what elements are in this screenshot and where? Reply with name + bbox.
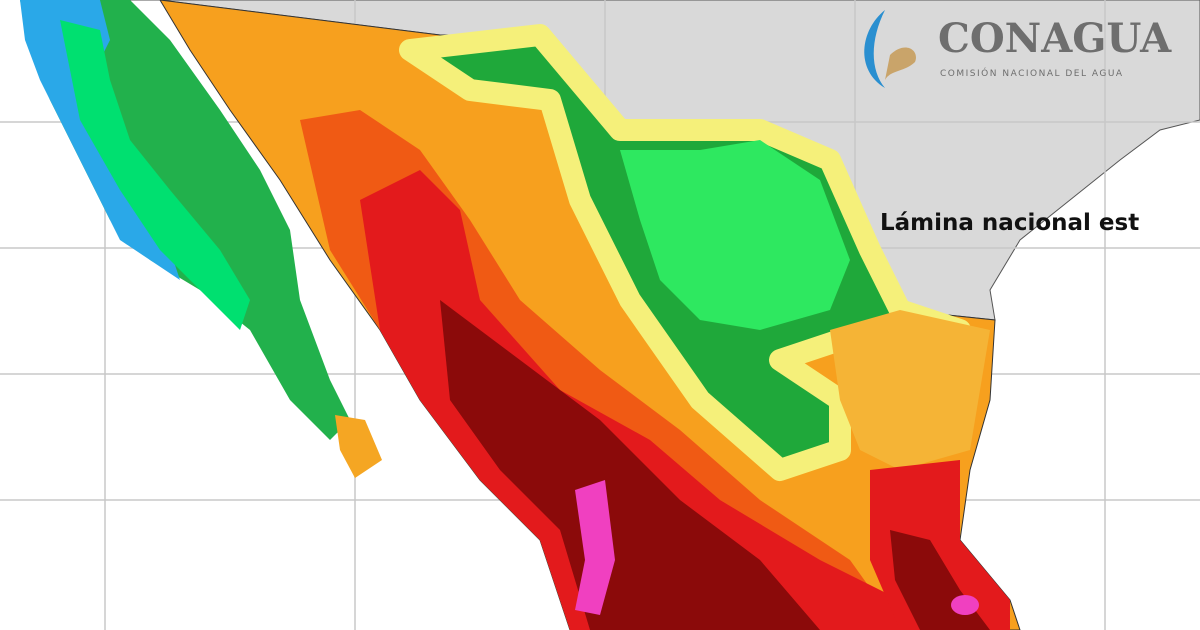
- region: [335, 415, 382, 478]
- region: [60, 20, 250, 330]
- region: [830, 310, 990, 470]
- logo-icon: [864, 10, 885, 88]
- region: [951, 595, 979, 615]
- region: [575, 480, 615, 615]
- logo-name: CONAGUA: [938, 15, 1172, 62]
- mainland: [159, 0, 1021, 630]
- logo-icon: [885, 47, 916, 80]
- caption: Lámina nacional est: [880, 210, 1139, 236]
- region: [440, 300, 820, 630]
- logo-subtitle: COMISIÓN NACIONAL DEL AGUA: [940, 67, 1124, 79]
- logo: CONAGUA COMISIÓN NACIONAL DEL AGUA: [864, 10, 1172, 88]
- region: [620, 140, 850, 330]
- baja-california: [20, 0, 382, 478]
